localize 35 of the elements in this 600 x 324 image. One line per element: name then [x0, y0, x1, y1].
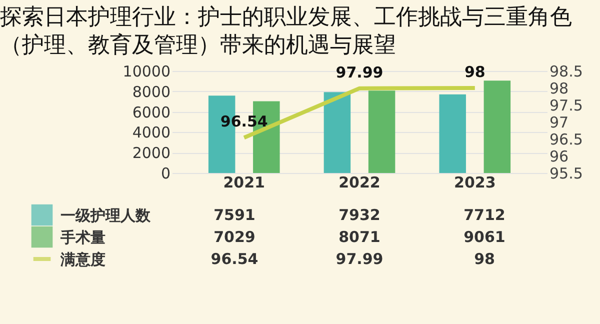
y2-tick-label: 98.5 — [550, 62, 583, 80]
legend-label: 一级护理人数 — [60, 206, 152, 224]
bar — [368, 90, 396, 173]
y2-tick-label: 97 — [550, 114, 569, 132]
x-tick-label: 2023 — [454, 174, 496, 192]
legend-label: 满意度 — [60, 250, 106, 268]
data-label: 7029 — [214, 228, 256, 246]
chart-title: 探索日本护理行业：护士的职业发展、工作挑战与三重角色（护理、教育及管理）带来的机遇与展望 — [0, 4, 573, 60]
x-tick-label: 2021 — [223, 174, 265, 192]
data-label: 97.99 — [336, 250, 384, 268]
data-label: 9061 — [464, 228, 506, 246]
data-label: 98 — [474, 250, 495, 268]
data-label: 7712 — [464, 206, 506, 224]
legend-label: 手术量 — [60, 228, 106, 246]
y-tick-label: 10000 — [122, 62, 170, 80]
y2-tick-label: 95.5 — [550, 164, 583, 182]
x-tick-label: 2022 — [338, 174, 380, 192]
y2-tick-label: 96 — [550, 148, 569, 166]
data-label: 96.54 — [210, 250, 258, 268]
y-tick-label: 0 — [160, 164, 170, 182]
y-tick-label: 4000 — [132, 124, 170, 142]
data-label: 7932 — [338, 206, 380, 224]
data-label: 7591 — [214, 206, 256, 224]
y2-tick-label: 97.5 — [550, 96, 583, 114]
y-tick-label: 2000 — [132, 144, 170, 162]
y2-tick-label: 96.5 — [550, 130, 583, 148]
bar — [484, 80, 511, 173]
y2-tick-label: 98 — [550, 80, 569, 98]
bar — [324, 92, 351, 173]
y-tick-label: 6000 — [132, 103, 170, 122]
text: 97.99 — [336, 63, 384, 82]
y-tick-label: 8000 — [132, 82, 170, 101]
text: 98 — [464, 63, 486, 81]
data-label: 8071 — [338, 228, 380, 246]
bar — [439, 94, 466, 173]
